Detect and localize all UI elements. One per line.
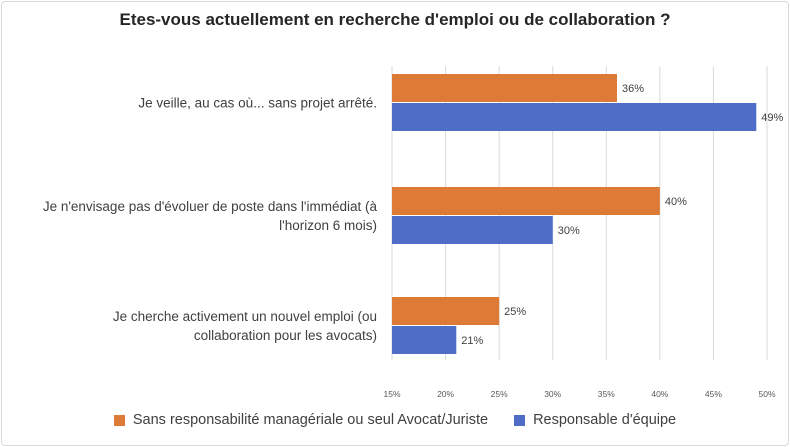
chart-title: Etes-vous actuellement en recherche d'em… (119, 10, 671, 29)
category-label-2-line-2: l'horizon 6 mois) (279, 218, 377, 233)
category-label-2-line-1: Je n'envisage pas d'évoluer de poste dan… (43, 199, 378, 214)
data-label-s1-c1: 36% (622, 83, 644, 95)
legend-item-series-2: Responsable d'équipe (514, 412, 676, 428)
legend-label-series-1: Sans responsabilité managériale ou seul … (132, 412, 489, 428)
legend: Sans responsabilité managériale ou seul … (0, 412, 790, 428)
legend-label-series-2: Responsable d'équipe (533, 412, 677, 428)
bar-s2-c1 (392, 103, 757, 131)
data-label-s1-c2: 40% (665, 196, 687, 208)
x-tick-label-35: 35% (598, 389, 615, 399)
x-tick-label-45: 45% (705, 389, 722, 399)
category-label-1-line-1: Je veille, au cas où... sans projet arrê… (138, 96, 377, 111)
bar-s2-c3 (392, 326, 457, 354)
legend-item-series-1: Sans responsabilité managériale ou seul … (113, 412, 489, 428)
x-tick-label-20: 20% (437, 389, 454, 399)
category-label-3-line-1: Je cherche activement un nouvel emploi (… (113, 309, 377, 324)
legend-swatch-series-1 (113, 414, 125, 426)
x-tick-label-25: 25% (491, 389, 508, 399)
category-label-3-line-2: collaboration pour les avocats) (194, 328, 377, 343)
bar-s1-c2 (392, 187, 660, 215)
bar-s2-c2 (392, 216, 553, 244)
bar-s1-c3 (392, 297, 500, 325)
data-label-s2-c3: 21% (461, 335, 483, 347)
x-tick-label-15: 15% (383, 389, 400, 399)
x-tick-label-30: 30% (544, 389, 561, 399)
data-label-s2-c2: 30% (558, 225, 580, 237)
data-label-s2-c1: 49% (761, 112, 783, 124)
x-tick-label-50: 50% (758, 389, 775, 399)
legend-swatch-series-2 (514, 414, 526, 426)
bar-s1-c1 (392, 74, 617, 102)
x-tick-label-40: 40% (651, 389, 668, 399)
data-label-s1-c3: 25% (504, 306, 526, 318)
